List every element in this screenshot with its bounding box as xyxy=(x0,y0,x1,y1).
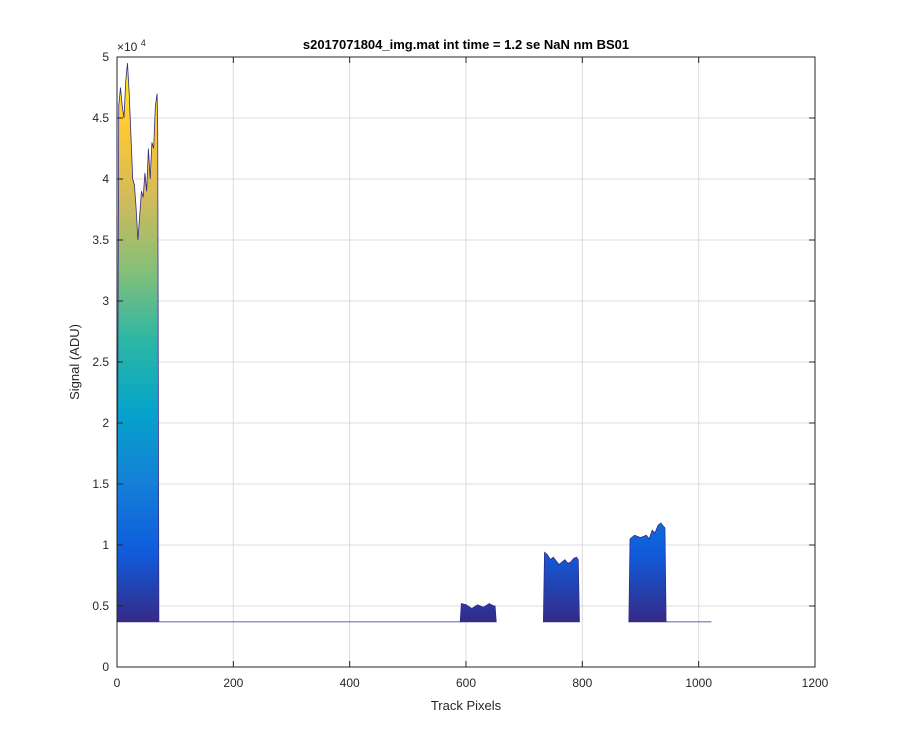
x-tick-label: 600 xyxy=(456,676,476,690)
chart-title: s2017071804_img.mat int time = 1.2 se Na… xyxy=(303,37,629,52)
y-tick-label: 2 xyxy=(102,416,109,430)
y-tick-label: 3.5 xyxy=(92,233,109,247)
x-tick-label: 0 xyxy=(114,676,121,690)
x-tick-label: 800 xyxy=(572,676,592,690)
y-axis-ticks: 0 0.5 1 1.5 2 2.5 3 3.5 4 4.5 5 xyxy=(92,50,815,674)
x-tick-label: 1200 xyxy=(802,676,829,690)
y-tick-label: 1.5 xyxy=(92,477,109,491)
y-axis-exponent-power: 4 xyxy=(141,38,146,48)
y-tick-label: 0.5 xyxy=(92,599,109,613)
x-axis-ticks: 0 200 400 600 800 1000 1200 xyxy=(114,57,829,690)
grid xyxy=(117,57,815,667)
y-tick-label: 0 xyxy=(102,660,109,674)
x-axis-label: Track Pixels xyxy=(431,698,502,713)
data-area-3 xyxy=(542,551,580,623)
x-tick-label: 400 xyxy=(340,676,360,690)
x-tick-label: 200 xyxy=(223,676,243,690)
y-axis-exponent-base: ×10 xyxy=(117,40,138,54)
y-tick-label: 4 xyxy=(102,172,109,186)
y-axis-exponent: ×10 4 xyxy=(117,38,146,54)
data-area-2 xyxy=(459,603,497,623)
x-tick-label: 1000 xyxy=(685,676,712,690)
y-tick-label: 3 xyxy=(102,294,109,308)
data-areas xyxy=(116,63,712,623)
data-area-1 xyxy=(116,63,461,623)
y-tick-label: 4.5 xyxy=(92,111,109,125)
data-area-4 xyxy=(628,522,667,623)
y-axis-label: Signal (ADU) xyxy=(67,324,82,400)
y-tick-label: 2.5 xyxy=(92,355,109,369)
y-tick-label: 1 xyxy=(102,538,109,552)
y-tick-label: 5 xyxy=(102,50,109,64)
